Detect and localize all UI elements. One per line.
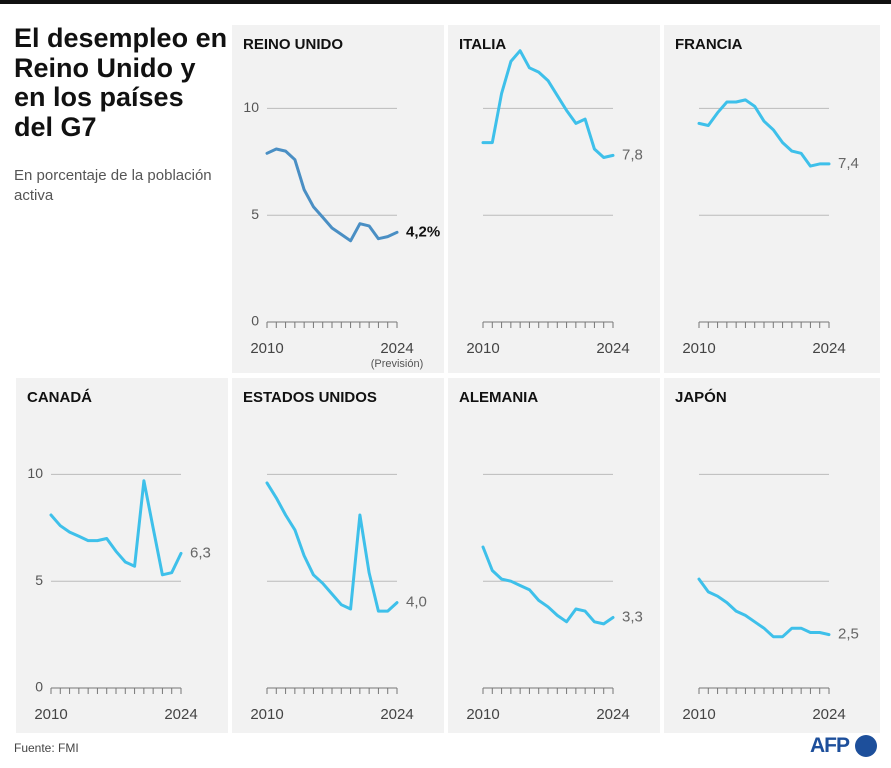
data-line [265, 147, 399, 243]
x-tick-label: 2010 [250, 706, 283, 723]
panel [16, 378, 228, 733]
x-tick-label: 2024 [380, 706, 413, 723]
x-tick-label: 2024 [812, 340, 845, 357]
panel [664, 25, 880, 373]
value-label: 6,3 [190, 544, 211, 561]
value-label: 4,2% [406, 223, 440, 240]
panel-title: FRANCIA [675, 36, 743, 53]
panel [448, 25, 660, 373]
panel [448, 378, 660, 733]
data-line [265, 481, 399, 613]
panel-title: ALEMANIA [459, 389, 538, 406]
y-tick-label: 10 [27, 465, 43, 481]
data-line [49, 479, 183, 577]
panel-title: JAPÓN [675, 388, 727, 406]
logo: AFP [810, 734, 850, 757]
x-tick-label: 2024 [812, 706, 845, 723]
y-tick-label: 5 [35, 572, 43, 588]
x-tick-label: 2010 [34, 706, 67, 723]
x-tick-label: 2024 [164, 706, 197, 723]
annotation: (Previsión) [371, 358, 424, 370]
x-tick-label: 2010 [682, 340, 715, 357]
subtitle: En porcentaje de la población activa [14, 167, 212, 205]
y-tick-label: 10 [243, 99, 259, 115]
value-label: 7,4 [838, 155, 859, 172]
x-tick-label: 2024 [596, 706, 629, 723]
value-label: 2,5 [838, 626, 859, 643]
data-line [481, 545, 615, 626]
panel [232, 378, 444, 733]
panel [232, 25, 444, 373]
source: Fuente: FMI [14, 741, 79, 755]
x-tick-label: 2010 [250, 340, 283, 357]
y-tick-label: 0 [35, 679, 43, 695]
value-label: 7,8 [622, 146, 643, 163]
panel-title: CANADÁ [27, 389, 92, 406]
panel-title: REINO UNIDO [243, 36, 343, 53]
panel [664, 378, 880, 733]
panel-title: ESTADOS UNIDOS [243, 389, 377, 406]
x-tick-label: 2010 [466, 340, 499, 357]
data-line [697, 577, 831, 639]
x-tick-label: 2010 [466, 706, 499, 723]
data-line [481, 49, 615, 159]
data-line [697, 98, 831, 168]
page-title: El desempleo en Reino Unido y en los paí… [14, 23, 228, 143]
y-tick-label: 5 [251, 206, 259, 222]
x-tick-label: 2010 [682, 706, 715, 723]
top-bar [0, 0, 891, 4]
value-label: 4,0 [406, 594, 427, 611]
panel-title: ITALIA [459, 36, 506, 53]
y-tick-label: 0 [251, 313, 259, 329]
value-label: 3,3 [622, 608, 643, 625]
x-tick-label: 2024 [596, 340, 629, 357]
logo-mark [855, 735, 877, 757]
x-tick-label: 2024 [380, 340, 413, 357]
